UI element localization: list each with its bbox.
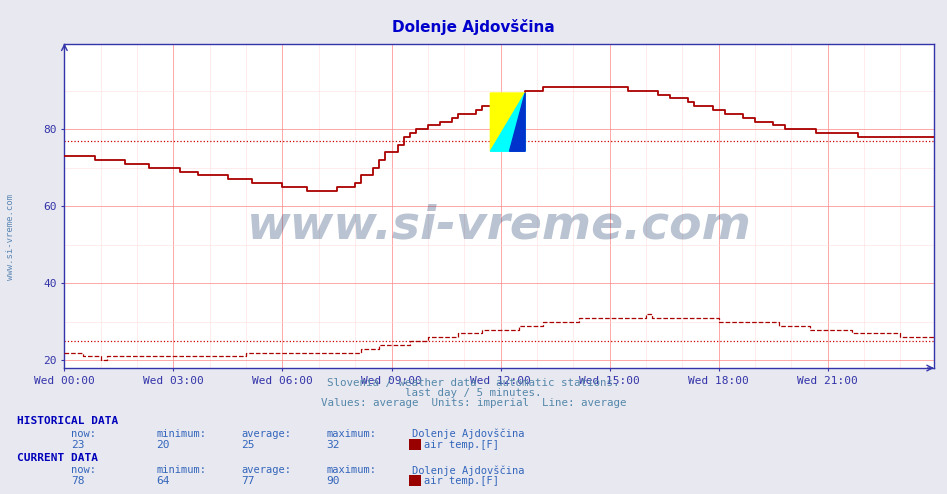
Text: Dolenje Ajdovščina: Dolenje Ajdovščina (412, 465, 525, 476)
Text: minimum:: minimum: (156, 429, 206, 439)
Text: maximum:: maximum: (327, 429, 377, 439)
Text: maximum:: maximum: (327, 465, 377, 475)
Text: Dolenje Ajdovščina: Dolenje Ajdovščina (412, 428, 525, 439)
Text: 25: 25 (241, 440, 255, 450)
Polygon shape (491, 93, 526, 151)
Polygon shape (491, 93, 526, 151)
Text: 23: 23 (71, 440, 84, 450)
Text: Values: average  Units: imperial  Line: average: Values: average Units: imperial Line: av… (321, 398, 626, 408)
Text: 78: 78 (71, 476, 84, 486)
Text: HISTORICAL DATA: HISTORICAL DATA (17, 416, 118, 426)
Text: Slovenia / weather data - automatic stations.: Slovenia / weather data - automatic stat… (328, 378, 619, 388)
Text: average:: average: (241, 429, 292, 439)
Text: www.si-vreme.com: www.si-vreme.com (6, 194, 15, 280)
Text: 90: 90 (327, 476, 340, 486)
Text: air temp.[F]: air temp.[F] (424, 440, 499, 450)
Text: 20: 20 (156, 440, 170, 450)
Polygon shape (509, 93, 526, 151)
Text: 77: 77 (241, 476, 255, 486)
Text: 64: 64 (156, 476, 170, 486)
Text: last day / 5 minutes.: last day / 5 minutes. (405, 388, 542, 398)
Text: Dolenje Ajdovščina: Dolenje Ajdovščina (392, 19, 555, 35)
Text: minimum:: minimum: (156, 465, 206, 475)
Text: now:: now: (71, 429, 96, 439)
Text: air temp.[F]: air temp.[F] (424, 476, 499, 486)
Text: CURRENT DATA: CURRENT DATA (17, 453, 98, 463)
Text: www.si-vreme.com: www.si-vreme.com (246, 203, 752, 248)
Text: now:: now: (71, 465, 96, 475)
Text: average:: average: (241, 465, 292, 475)
Text: 32: 32 (327, 440, 340, 450)
